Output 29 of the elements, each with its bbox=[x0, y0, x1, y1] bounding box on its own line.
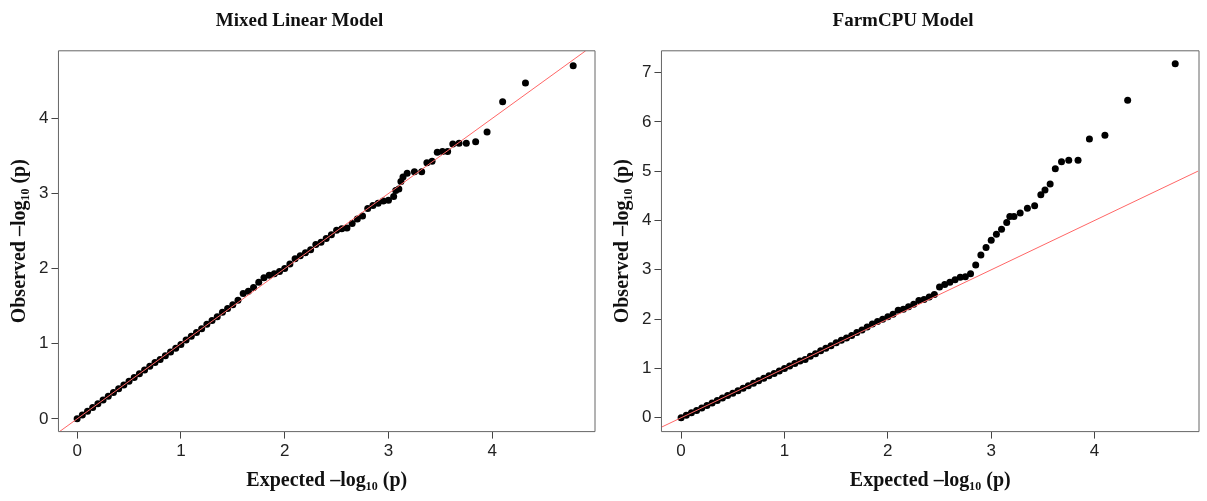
x-tick-label: 3 bbox=[383, 441, 394, 461]
y-tick-label: 4 bbox=[641, 210, 652, 230]
x-tick-label: 4 bbox=[487, 441, 497, 461]
y-tick-label: 3 bbox=[641, 259, 652, 279]
x-axis-title: Expected –log₁₀ (p) bbox=[246, 468, 408, 492]
x-tick-label: 2 bbox=[279, 441, 290, 461]
x-tick-label: 4 bbox=[1089, 441, 1100, 461]
y-tick-label: 0 bbox=[38, 408, 49, 428]
y-axis-title: Observed –log₁₀ (p) bbox=[610, 159, 634, 324]
y-axis-title: Observed –log₁₀ (p) bbox=[7, 159, 31, 324]
y-tick-label: 6 bbox=[641, 111, 652, 131]
chart-title: FarmCPU Model bbox=[832, 9, 974, 31]
y-tick-label: 1 bbox=[641, 358, 652, 378]
y-tick-label: 5 bbox=[641, 160, 652, 180]
y-tick-label: 2 bbox=[38, 258, 49, 278]
x-axis-title: Expected –log₁₀ (p) bbox=[849, 468, 1011, 492]
x-tick-label: 1 bbox=[779, 441, 790, 461]
y-tick-label: 7 bbox=[641, 62, 652, 82]
x-tick-label: 1 bbox=[176, 441, 186, 461]
x-tick-label: 0 bbox=[72, 441, 82, 461]
x-tick-label: 2 bbox=[883, 441, 893, 461]
y-tick-label: 0 bbox=[641, 407, 652, 427]
x-tick-label: 0 bbox=[676, 441, 686, 461]
y-tick-label: 4 bbox=[38, 108, 49, 128]
y-tick-label: 3 bbox=[38, 183, 49, 203]
y-tick-label: 2 bbox=[641, 308, 652, 328]
y-tick-label: 1 bbox=[38, 333, 49, 353]
x-tick-label: 3 bbox=[986, 441, 996, 461]
chart-title: Mixed Linear Model bbox=[215, 9, 384, 31]
